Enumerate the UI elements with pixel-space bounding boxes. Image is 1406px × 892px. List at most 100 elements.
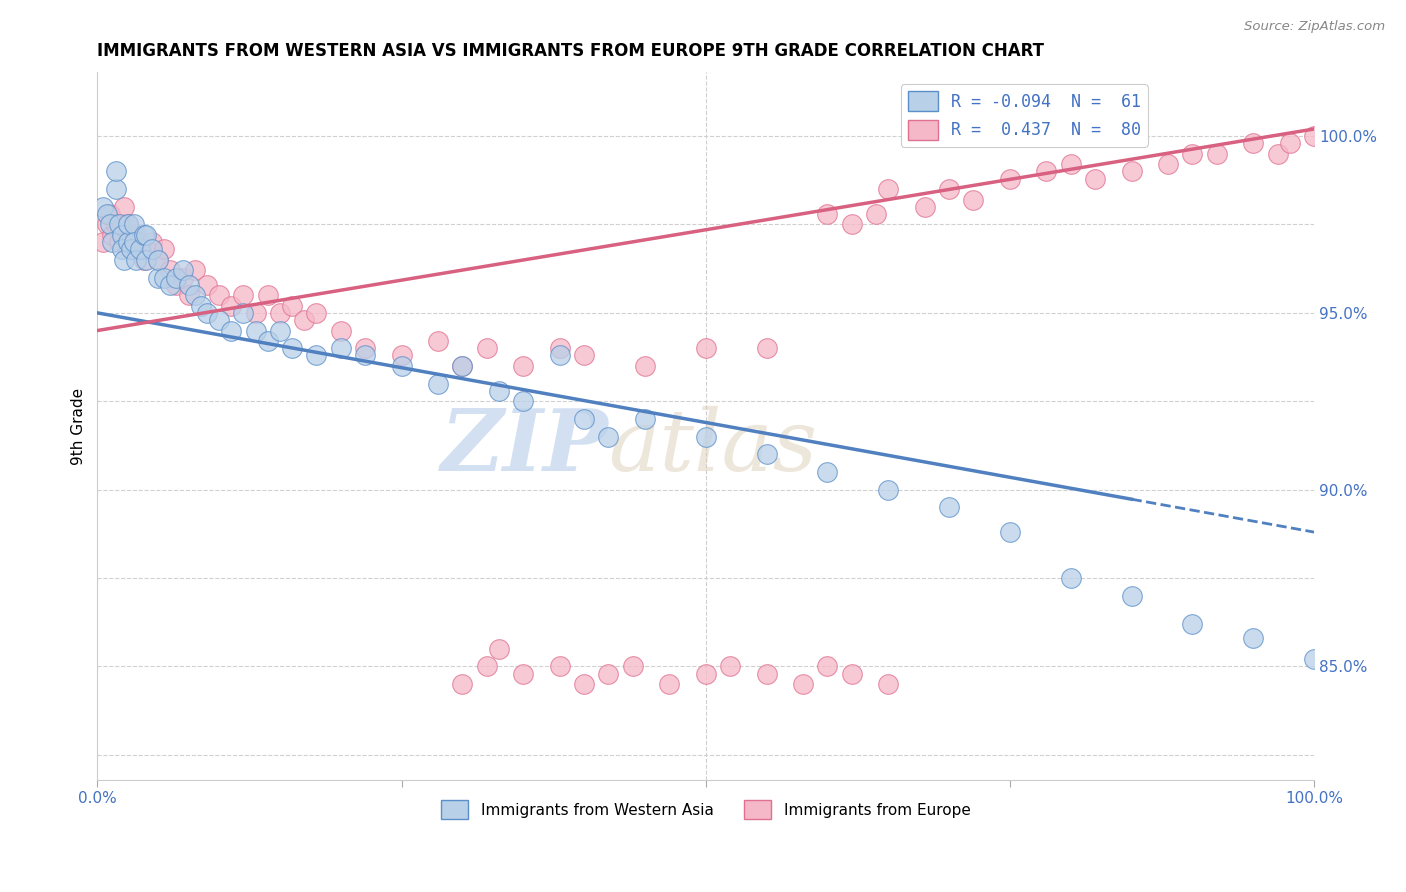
Point	[108, 235, 131, 249]
Point	[598, 666, 620, 681]
Point	[208, 288, 231, 302]
Point	[427, 334, 450, 348]
Point	[120, 242, 142, 256]
Point	[269, 324, 291, 338]
Point	[111, 218, 134, 232]
Point	[111, 242, 134, 256]
Point	[841, 218, 863, 232]
Point	[148, 252, 170, 267]
Point	[101, 228, 124, 243]
Point	[391, 348, 413, 362]
Point	[159, 277, 181, 292]
Point	[1121, 164, 1143, 178]
Point	[208, 313, 231, 327]
Point	[658, 677, 681, 691]
Text: IMMIGRANTS FROM WESTERN ASIA VS IMMIGRANTS FROM EUROPE 9TH GRADE CORRELATION CHA: IMMIGRANTS FROM WESTERN ASIA VS IMMIGRAN…	[97, 42, 1045, 60]
Point	[135, 242, 157, 256]
Point	[165, 277, 187, 292]
Point	[101, 235, 124, 249]
Point	[125, 252, 148, 267]
Point	[1267, 146, 1289, 161]
Point	[172, 270, 194, 285]
Point	[190, 299, 212, 313]
Point	[108, 218, 131, 232]
Point	[219, 299, 242, 313]
Point	[695, 341, 717, 355]
Point	[755, 341, 778, 355]
Point	[292, 313, 315, 327]
Point	[877, 182, 900, 196]
Point	[572, 677, 595, 691]
Point	[148, 252, 170, 267]
Point	[1035, 164, 1057, 178]
Point	[120, 235, 142, 249]
Point	[135, 228, 157, 243]
Point	[117, 218, 139, 232]
Point	[165, 270, 187, 285]
Point	[1278, 136, 1301, 150]
Point	[183, 288, 205, 302]
Point	[488, 641, 510, 656]
Point	[305, 306, 328, 320]
Point	[305, 348, 328, 362]
Point	[232, 306, 254, 320]
Point	[451, 359, 474, 373]
Point	[621, 659, 644, 673]
Point	[1121, 589, 1143, 603]
Point	[391, 359, 413, 373]
Point	[865, 207, 887, 221]
Point	[104, 164, 127, 178]
Point	[245, 306, 267, 320]
Point	[177, 288, 200, 302]
Point	[112, 200, 135, 214]
Point	[598, 429, 620, 443]
Point	[755, 447, 778, 461]
Point	[488, 384, 510, 398]
Point	[815, 465, 838, 479]
Point	[256, 288, 278, 302]
Point	[104, 182, 127, 196]
Point	[1060, 157, 1083, 171]
Point	[135, 252, 157, 267]
Point	[219, 324, 242, 338]
Point	[1157, 157, 1180, 171]
Point	[125, 228, 148, 243]
Point	[98, 207, 121, 221]
Point	[281, 299, 304, 313]
Point	[695, 666, 717, 681]
Point	[245, 324, 267, 338]
Point	[122, 235, 145, 249]
Point	[427, 376, 450, 391]
Point	[112, 252, 135, 267]
Point	[96, 218, 118, 232]
Point	[129, 235, 152, 249]
Point	[1303, 652, 1326, 666]
Point	[256, 334, 278, 348]
Point	[98, 218, 121, 232]
Point	[141, 235, 163, 249]
Point	[1084, 171, 1107, 186]
Point	[998, 171, 1021, 186]
Point	[354, 341, 377, 355]
Point	[572, 412, 595, 426]
Point	[512, 394, 534, 409]
Point	[104, 218, 127, 232]
Point	[159, 263, 181, 277]
Point	[132, 228, 155, 243]
Point	[815, 207, 838, 221]
Point	[815, 659, 838, 673]
Point	[269, 306, 291, 320]
Point	[877, 483, 900, 497]
Point	[122, 242, 145, 256]
Point	[998, 525, 1021, 540]
Point	[572, 348, 595, 362]
Point	[1060, 571, 1083, 585]
Point	[512, 359, 534, 373]
Point	[148, 270, 170, 285]
Point	[877, 677, 900, 691]
Point	[634, 359, 657, 373]
Text: atlas: atlas	[609, 406, 817, 489]
Y-axis label: 9th Grade: 9th Grade	[72, 387, 86, 465]
Point	[177, 277, 200, 292]
Point	[329, 324, 352, 338]
